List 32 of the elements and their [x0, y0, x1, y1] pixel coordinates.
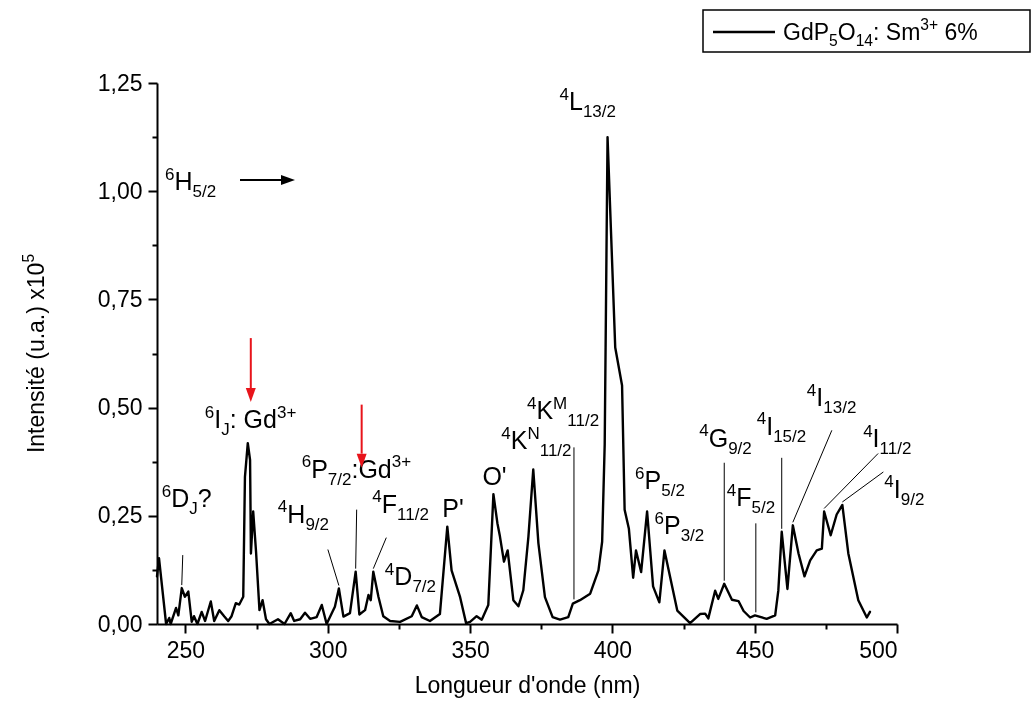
y-tick-label: 0,50	[97, 394, 143, 421]
annotation: $^{6}$P$_{7/2}$:Gd$^{3+}$	[301, 452, 412, 489]
annotation: $^{6}$P$_{3/2}$	[654, 508, 705, 546]
annotation: $^{6}$H$_{5/2}$	[165, 164, 217, 201]
x-tick-label: 350	[451, 636, 490, 663]
annotation: $^{4}$H$_{9/2}$	[277, 497, 330, 534]
x-tick-label: 250	[166, 636, 206, 663]
y-tick-label: 1,25	[97, 69, 143, 96]
annotation: $^{4}$G$_{9/2}$	[699, 421, 752, 458]
y-tick-label: 1,00	[97, 177, 143, 204]
annotation: $^{4}$I$_{11/2}$	[863, 421, 912, 459]
x-tick-label: 300	[309, 636, 348, 663]
x-tick-label: 400	[593, 636, 633, 663]
annotation: $^{4}$L$_{13/2}$	[559, 84, 617, 122]
x-tick-label: 500	[859, 636, 898, 663]
annotation: $^{6}$I$_{J}$: Gd$^{3+}$	[204, 402, 297, 440]
annotation: $^{4}$I$_{9/2}$	[884, 472, 925, 509]
annotation: $^{4}$I$_{15/2}$	[756, 409, 807, 446]
annotation: O'	[482, 462, 507, 491]
annotation: $^{4}$F$_{11/2}$	[372, 487, 429, 524]
x-tick-label: 450	[736, 636, 775, 663]
legend-label: GdP$_{5}$O$_{14}$: Sm$^{3+}$ 6%	[783, 16, 978, 50]
annotation: P'	[442, 493, 464, 522]
y-tick-label: 0,25	[97, 502, 143, 529]
x-axis-title: Longueur d'onde (nm)	[414, 671, 641, 698]
annotation: $^{4}$D$_{7/2}$	[384, 559, 437, 597]
annotation: $^{4}$F$_{5/2}$	[726, 480, 776, 518]
annotation: $^{6}$D$_{J}$?	[161, 481, 212, 519]
y-tick-label: 0,75	[97, 285, 143, 312]
annotation: $^{6}$P$_{5/2}$	[635, 463, 685, 501]
annotation: $^{4}$I$_{13/2}$	[806, 380, 857, 418]
y-tick-label: 0,00	[97, 610, 143, 637]
